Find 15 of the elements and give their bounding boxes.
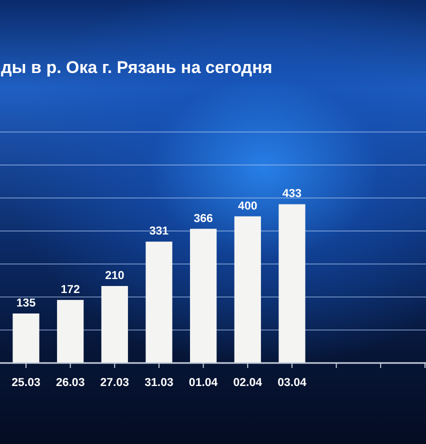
x-tick-label: 03.04 <box>278 377 307 389</box>
data-label: 400 <box>238 200 258 212</box>
data-label: 135 <box>16 298 36 310</box>
chart-title: ды в р. Ока г. Рязань на сегодня <box>1 58 272 77</box>
x-tick-label: 26.03 <box>56 377 85 389</box>
x-tick-label: 01.04 <box>188 377 218 389</box>
data-label: 366 <box>194 212 213 225</box>
data-label: 210 <box>105 270 124 282</box>
data-label: 433 <box>282 188 302 200</box>
x-tick-label: 31.03 <box>144 377 174 389</box>
x-tick-label: 25.03 <box>12 377 40 389</box>
data-label: 331 <box>149 226 170 238</box>
x-tick-label: 27.03 <box>100 377 130 389</box>
x-tick-label: 02.04 <box>233 377 263 389</box>
data-label: 172 <box>60 284 80 296</box>
